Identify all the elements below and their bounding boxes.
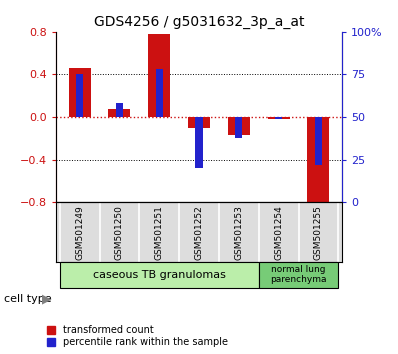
Bar xyxy=(267,117,289,119)
Text: cell type: cell type xyxy=(4,294,52,304)
Bar xyxy=(275,117,282,119)
Text: GSM501249: GSM501249 xyxy=(75,205,84,259)
Text: GSM501251: GSM501251 xyxy=(155,205,164,259)
FancyBboxPatch shape xyxy=(60,262,259,287)
Bar xyxy=(148,34,170,117)
Bar xyxy=(69,68,91,117)
Text: GSM501250: GSM501250 xyxy=(115,205,124,259)
Text: ▶: ▶ xyxy=(42,293,51,306)
Text: caseous TB granulomas: caseous TB granulomas xyxy=(93,270,226,280)
Bar xyxy=(188,117,210,128)
FancyBboxPatch shape xyxy=(259,262,338,287)
Bar xyxy=(307,117,329,205)
Bar xyxy=(116,103,123,117)
Bar xyxy=(108,109,130,117)
Bar xyxy=(156,69,163,117)
Bar xyxy=(228,117,250,135)
Text: GSM501255: GSM501255 xyxy=(314,205,323,259)
Text: GSM501252: GSM501252 xyxy=(195,205,203,259)
Bar xyxy=(235,117,242,138)
Legend: transformed count, percentile rank within the sample: transformed count, percentile rank withi… xyxy=(45,323,230,349)
Text: GSM501253: GSM501253 xyxy=(234,205,243,259)
Bar xyxy=(195,117,203,168)
Text: GSM501254: GSM501254 xyxy=(274,205,283,259)
Text: normal lung
parenchyma: normal lung parenchyma xyxy=(270,265,327,285)
Bar xyxy=(76,74,83,117)
Title: GDS4256 / g5031632_3p_a_at: GDS4256 / g5031632_3p_a_at xyxy=(94,16,304,29)
Bar xyxy=(315,117,322,165)
